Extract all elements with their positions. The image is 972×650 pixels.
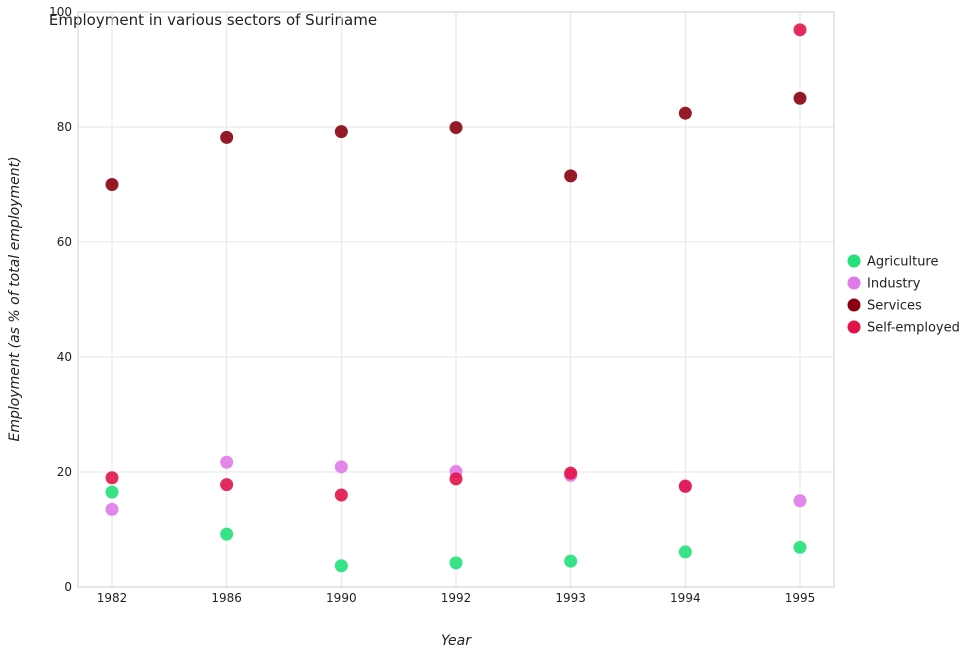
legend-marker-services	[847, 298, 861, 312]
plot-frame	[77, 11, 835, 588]
x-tick-label: 1990	[326, 591, 357, 605]
legend-label-agriculture: Agriculture	[867, 255, 939, 270]
x-tick-label: 1992	[441, 591, 472, 605]
legend: Agriculture Industry Services Self-employed	[847, 254, 960, 336]
legend-label-self-employed: Self-employed	[867, 321, 960, 336]
point-self-employed	[220, 478, 234, 492]
x-tick-label: 1982	[97, 591, 128, 605]
x-tick-label: 1994	[670, 591, 701, 605]
y-tick-label: 20	[57, 465, 72, 479]
point-self-employed	[564, 466, 578, 480]
point-agriculture	[678, 545, 692, 559]
point-agriculture	[449, 556, 463, 570]
point-services	[220, 130, 234, 144]
point-self-employed	[449, 472, 463, 486]
point-self-employed	[678, 479, 692, 493]
y-tick-labels: 0 20 40 60 80 100	[49, 5, 72, 594]
point-industry	[220, 455, 234, 469]
point-services	[334, 125, 348, 139]
point-services	[678, 106, 692, 120]
legend-label-industry: Industry	[867, 277, 921, 292]
legend-label-services: Services	[867, 299, 922, 314]
data-points	[105, 23, 807, 573]
point-industry	[105, 502, 119, 516]
point-industry	[793, 494, 807, 508]
x-axis-label: Year	[441, 633, 472, 649]
point-services	[793, 91, 807, 105]
legend-marker-self-employed	[847, 320, 861, 334]
y-tick-label: 40	[57, 350, 72, 364]
point-agriculture	[564, 554, 578, 568]
point-agriculture	[105, 485, 119, 499]
chart-title: Employment in various sectors of Surinam…	[49, 11, 377, 29]
point-agriculture	[334, 559, 348, 573]
x-tick-labels: 1982 1986 1990 1992 1993 1994 1995	[97, 591, 816, 605]
x-tick-label: 1993	[555, 591, 586, 605]
y-tick-label: 60	[57, 235, 72, 249]
grid-lines	[78, 11, 834, 588]
point-agriculture	[220, 527, 234, 541]
point-services	[449, 121, 463, 135]
point-self-employed	[334, 488, 348, 502]
point-services	[564, 169, 578, 183]
legend-marker-industry	[847, 276, 861, 290]
y-axis-label: Employment (as % of total employment)	[7, 156, 23, 441]
x-tick-label: 1995	[785, 591, 816, 605]
point-services	[105, 178, 119, 191]
legend-marker-agriculture	[847, 254, 861, 268]
point-agriculture	[793, 540, 807, 554]
point-self-employed	[105, 471, 119, 485]
y-tick-label: 80	[57, 120, 72, 134]
y-tick-label: 0	[64, 580, 72, 594]
y-tick-label: 100	[49, 5, 72, 19]
point-industry	[334, 460, 348, 474]
x-tick-label: 1986	[211, 591, 242, 605]
point-self-employed	[793, 23, 807, 37]
